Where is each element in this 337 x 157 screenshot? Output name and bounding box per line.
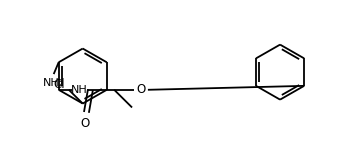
Text: NH₂: NH₂ — [43, 78, 64, 88]
Text: Cl: Cl — [53, 78, 65, 91]
Text: O: O — [136, 83, 146, 96]
Text: NH: NH — [71, 85, 88, 95]
Text: O: O — [81, 117, 90, 130]
